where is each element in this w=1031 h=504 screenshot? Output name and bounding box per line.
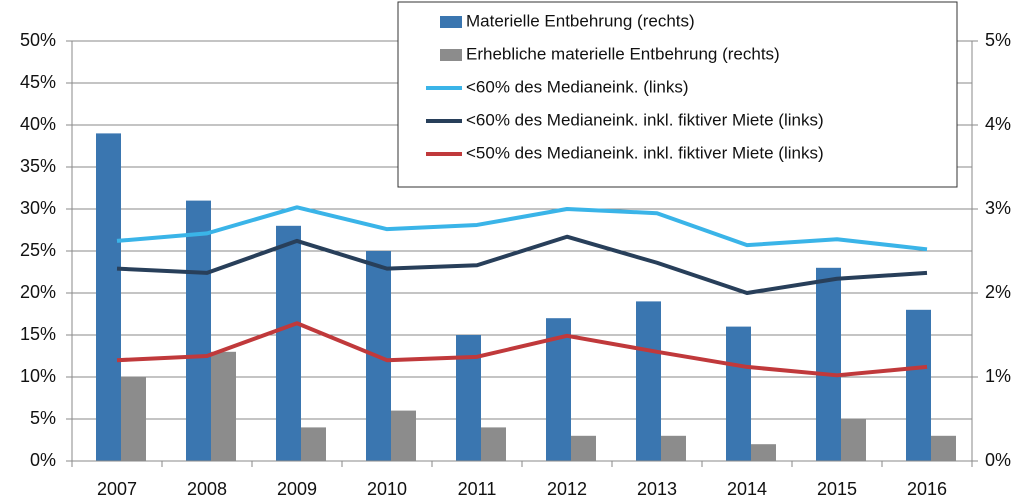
- y-tick-label: 10%: [20, 366, 56, 386]
- legend-swatch: [440, 16, 462, 28]
- bar: [481, 427, 506, 461]
- bar: [301, 427, 326, 461]
- x-tick-label: 2012: [547, 479, 587, 499]
- x-tick-label: 2014: [727, 479, 767, 499]
- x-tick-label: 2013: [637, 479, 677, 499]
- bar: [546, 318, 571, 461]
- bar: [931, 435, 956, 461]
- legend-label: <60% des Medianeink. inkl. fiktiver Miet…: [466, 110, 824, 129]
- y-tick-label: 40%: [20, 114, 56, 134]
- legend-label: Materielle Entbehrung (rechts): [466, 11, 695, 30]
- x-tick-label: 2015: [817, 479, 857, 499]
- bar: [456, 335, 481, 461]
- x-tick-label: 2010: [367, 479, 407, 499]
- bar: [121, 377, 146, 461]
- x-tick-label: 2009: [277, 479, 317, 499]
- y-tick-label: 45%: [20, 72, 56, 92]
- legend-swatch: [440, 49, 462, 61]
- y2-tick-label: 4%: [985, 114, 1011, 134]
- legend-label: <50% des Medianeink. inkl. fiktiver Miet…: [466, 143, 824, 162]
- legend-box: [397, 1, 958, 188]
- y-tick-label: 0%: [30, 450, 56, 470]
- y-tick-label: 30%: [20, 198, 56, 218]
- bar: [391, 410, 416, 461]
- y-tick-label: 5%: [30, 408, 56, 428]
- bar: [96, 133, 121, 461]
- bar: [636, 301, 661, 461]
- y-tick-label: 20%: [20, 282, 56, 302]
- x-tick-label: 2011: [458, 479, 497, 499]
- y2-tick-label: 3%: [985, 198, 1011, 218]
- bar: [661, 435, 686, 461]
- bar: [906, 309, 931, 461]
- y2-tick-label: 0%: [985, 450, 1011, 470]
- legend-label: <60% des Medianeink. (links): [466, 77, 689, 96]
- line-series: [116, 321, 928, 378]
- y2-tick-label: 1%: [985, 366, 1011, 386]
- bar: [751, 444, 776, 461]
- y2-tick-label: 5%: [985, 30, 1011, 50]
- bar: [211, 351, 236, 461]
- bar: [186, 200, 211, 461]
- bar: [726, 326, 751, 461]
- y2-tick-label: 2%: [985, 282, 1011, 302]
- bar: [841, 419, 866, 461]
- y-tick-label: 50%: [20, 30, 56, 50]
- legend-label: Erhebliche materielle Entbehrung (rechts…: [466, 44, 780, 63]
- x-tick-label: 2008: [187, 479, 227, 499]
- y-tick-label: 25%: [20, 240, 56, 260]
- y-tick-label: 35%: [20, 156, 56, 176]
- bar: [571, 435, 596, 461]
- bar: [816, 267, 841, 461]
- legend: Materielle Entbehrung (rechts) Erhebliche…: [397, 1, 958, 188]
- x-tick-label: 2016: [907, 479, 947, 499]
- line-series: [116, 205, 928, 252]
- bar: [276, 225, 301, 461]
- line-series: [116, 234, 928, 295]
- y-tick-label: 15%: [20, 324, 56, 344]
- x-tick-label: 2007: [97, 479, 137, 499]
